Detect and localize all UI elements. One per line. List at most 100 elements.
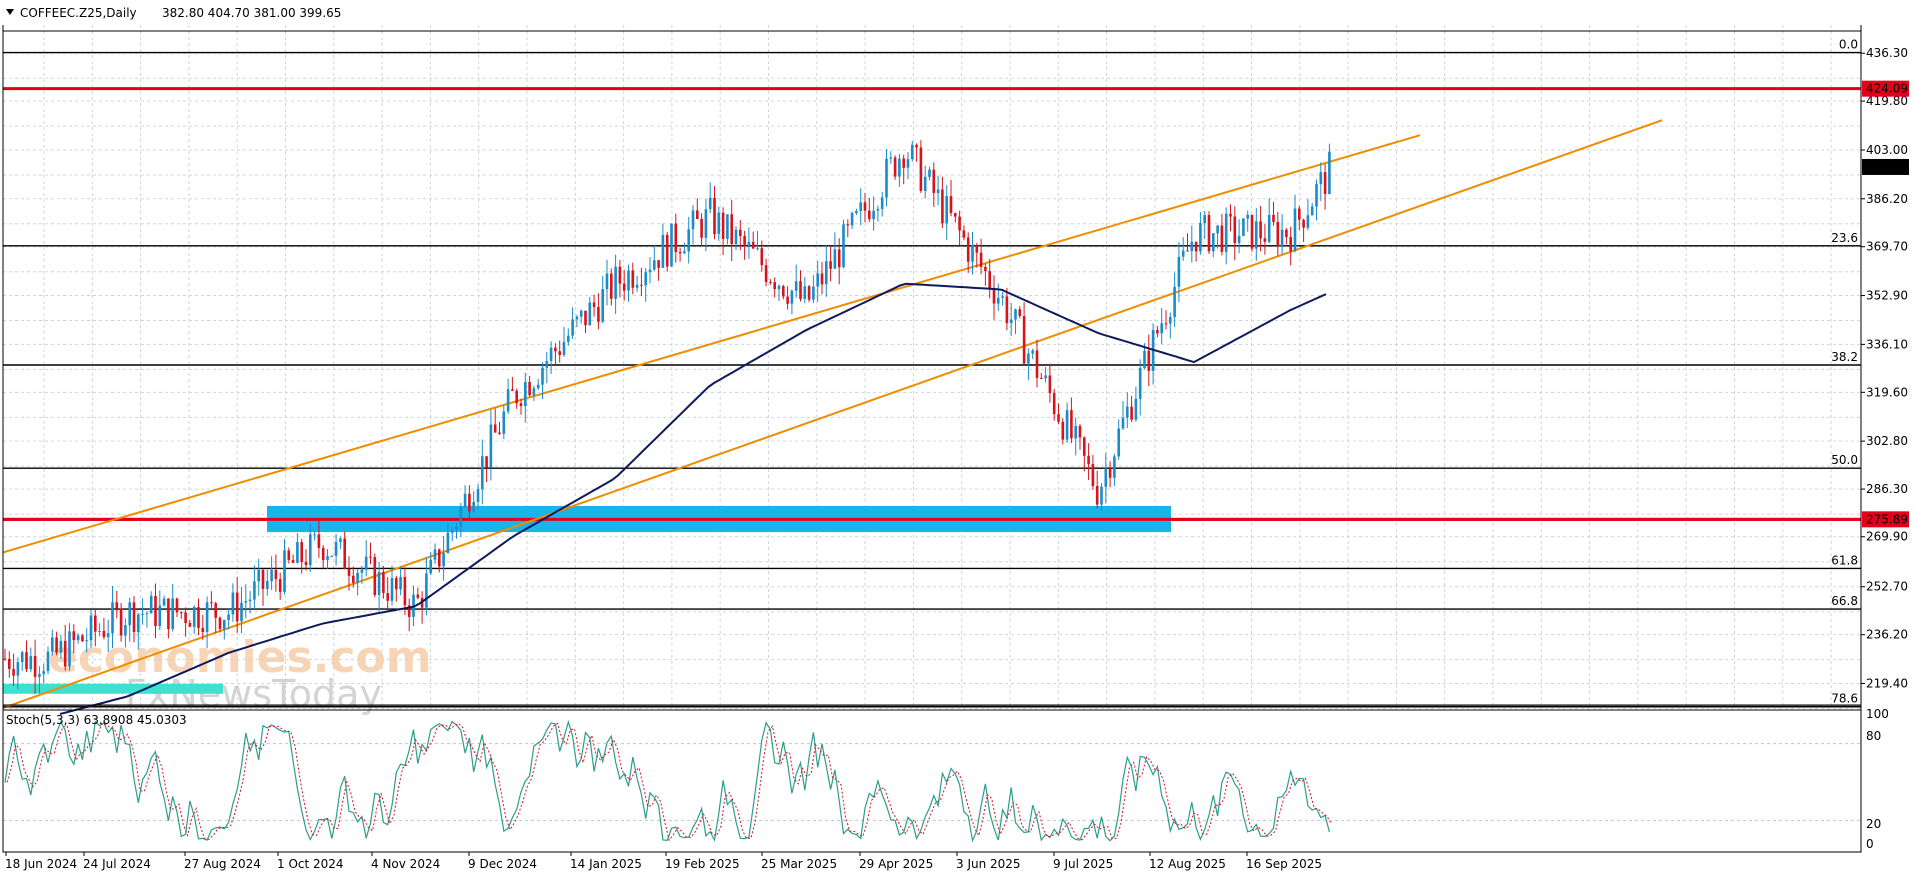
candle-body xyxy=(635,284,639,288)
candle-body xyxy=(38,673,41,677)
date-label: 16 Sep 2025 xyxy=(1246,857,1322,871)
resistance-badge: 424.09 xyxy=(1866,82,1908,96)
candle-body xyxy=(825,261,828,285)
candle-body xyxy=(1126,406,1129,418)
candle-body xyxy=(1302,219,1305,228)
date-label: 9 Jul 2025 xyxy=(1053,857,1113,871)
candle-body xyxy=(1014,309,1017,320)
candle-body xyxy=(85,640,88,642)
candle-body xyxy=(807,286,811,300)
candle-body xyxy=(885,158,888,198)
price-tick-label: 436.30 xyxy=(1866,46,1908,60)
candle-body xyxy=(532,388,536,396)
candle-body xyxy=(1267,214,1271,242)
candle-body xyxy=(648,269,652,273)
candle-body xyxy=(481,456,484,490)
candle-body xyxy=(549,347,553,362)
candle-body xyxy=(1087,455,1090,465)
candle-body xyxy=(145,613,149,615)
date-label: 25 Mar 2025 xyxy=(761,857,837,871)
candle-body xyxy=(954,213,957,217)
candle-body xyxy=(713,197,716,235)
candle-body xyxy=(1255,221,1258,249)
candle-body xyxy=(184,612,187,623)
candle-body xyxy=(455,526,458,530)
candle-body xyxy=(1289,236,1292,252)
price-tick-label: 386.20 xyxy=(1866,192,1908,206)
candle-body xyxy=(794,281,798,291)
candle-body xyxy=(708,197,712,210)
candle-body xyxy=(227,614,230,620)
candle-body xyxy=(1315,184,1318,207)
candle-body xyxy=(511,389,514,391)
candle-body xyxy=(390,578,394,601)
candle-body xyxy=(665,234,669,267)
candle-body xyxy=(1095,485,1099,505)
candle-body xyxy=(489,424,493,468)
candle-body xyxy=(274,569,278,580)
dropdown-triangle-icon[interactable] xyxy=(6,9,14,15)
candle-body xyxy=(416,594,420,598)
candle-body xyxy=(442,552,445,567)
candle-body xyxy=(433,549,437,560)
candle-body xyxy=(1190,241,1194,252)
candle-body xyxy=(661,234,665,268)
candle-body xyxy=(988,271,991,290)
stoch-axis-label: 0 xyxy=(1866,837,1874,851)
candle-body xyxy=(1143,350,1146,368)
candle-body xyxy=(377,571,381,596)
candle-body xyxy=(541,367,544,385)
candle-body xyxy=(1212,233,1215,252)
price-tick-label: 219.40 xyxy=(1866,676,1908,690)
candle-body xyxy=(386,593,389,601)
candle-body xyxy=(906,159,910,168)
candle-body xyxy=(321,547,325,560)
date-label: 27 Aug 2024 xyxy=(184,857,261,871)
date-label: 14 Jan 2025 xyxy=(570,857,642,871)
candle-body xyxy=(1220,225,1224,252)
candle-body xyxy=(463,493,467,507)
candle-body xyxy=(425,573,428,608)
candle-body xyxy=(751,241,755,249)
candle-body xyxy=(313,534,316,536)
candle-body xyxy=(296,542,299,563)
candle-body xyxy=(446,532,450,553)
candle-body xyxy=(1070,410,1073,439)
symbol-label: COFFEEC.Z25,Daily xyxy=(20,6,137,20)
candle-body xyxy=(253,581,256,600)
candle-body xyxy=(979,252,983,267)
candle-body xyxy=(1250,214,1254,249)
candle-body xyxy=(657,260,660,268)
moving-average xyxy=(59,282,1327,715)
candle-body xyxy=(696,210,699,219)
date-label: 19 Feb 2025 xyxy=(665,857,740,871)
channel-line xyxy=(2,134,1421,554)
candle-body xyxy=(42,671,45,674)
candle-body xyxy=(248,599,252,602)
candle-body xyxy=(601,289,604,322)
candle-body xyxy=(352,575,355,583)
candle-body xyxy=(1169,316,1172,324)
candle-body xyxy=(1100,486,1103,505)
candle-body xyxy=(704,209,708,238)
candle-body xyxy=(941,189,944,224)
candle-body xyxy=(493,424,497,433)
candle-body xyxy=(687,229,690,252)
candle-body xyxy=(270,569,273,582)
candle-body xyxy=(734,229,738,245)
candle-body xyxy=(197,606,200,628)
candle-body xyxy=(1263,238,1267,242)
candle-body xyxy=(309,534,312,566)
candle-body xyxy=(1280,229,1284,247)
candle-body xyxy=(1147,350,1151,371)
candle-body xyxy=(287,550,291,560)
candle-body xyxy=(429,559,432,574)
candle-body xyxy=(283,550,286,592)
price-tick-label: 419.80 xyxy=(1866,94,1908,108)
price-tick-label: 252.70 xyxy=(1866,580,1908,594)
candle-body xyxy=(119,608,123,636)
candle-body xyxy=(928,169,931,177)
candle-body xyxy=(1113,456,1116,478)
candle-body xyxy=(395,578,398,590)
candle-body xyxy=(670,223,673,267)
